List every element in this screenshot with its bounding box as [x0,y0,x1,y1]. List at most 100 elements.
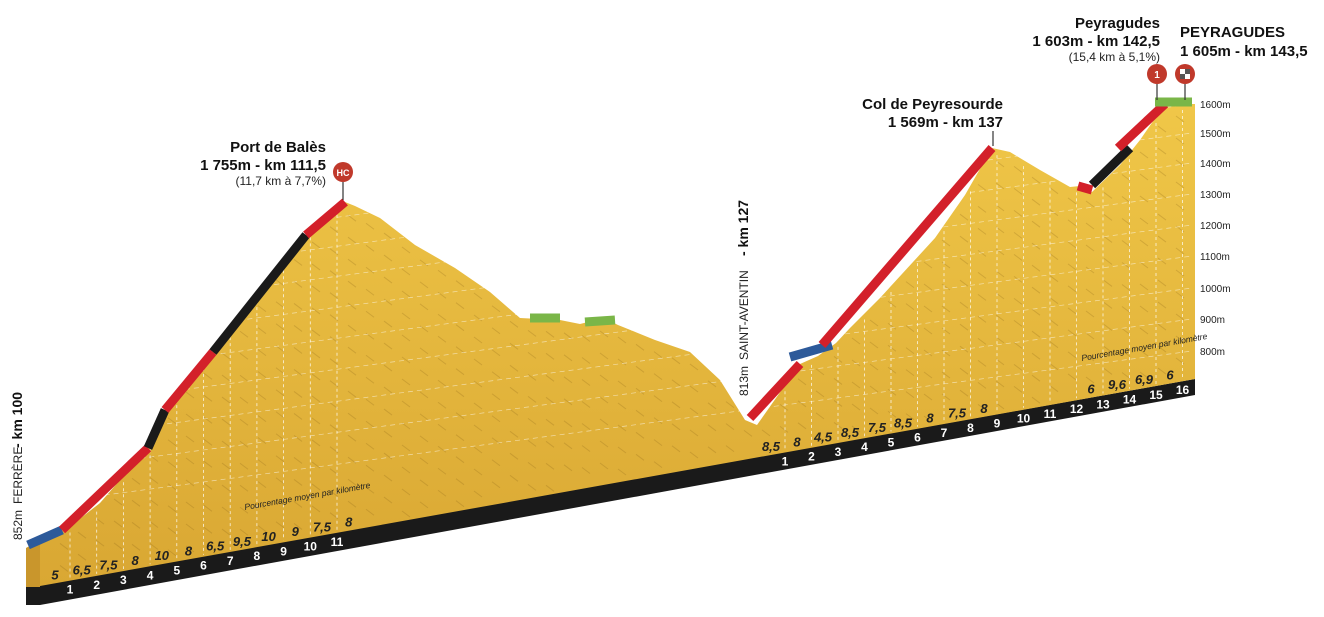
relief-mark [707,402,717,410]
relief-mark [545,418,555,426]
km-marker: 9 [994,416,1001,430]
relief-mark [203,372,213,380]
relief-mark [1157,125,1167,133]
relief-mark [401,510,411,518]
relief-mark [491,393,501,401]
relief-mark [1121,350,1131,357]
relief-mark [1085,244,1095,252]
relief-mark [185,391,195,399]
relief-mark [563,464,573,472]
relief-mark [293,325,303,332]
relief-mark [347,390,357,398]
gradient-percent: 6,5 [206,539,225,554]
relief-mark [275,279,285,287]
relief-mark [275,455,285,463]
relief-mark [527,395,537,403]
relief-mark [959,367,969,375]
relief-mark [437,313,447,321]
altitude-grid-line [59,162,1193,314]
km-marker: 4 [861,440,868,454]
gradient-percent: 5 [51,567,59,582]
relief-mark [77,553,87,561]
relief-mark [437,423,447,431]
climb-detail: (11,7 km à 7,7%) [236,174,326,188]
relief-mark [671,357,681,365]
relief-mark [995,182,1005,190]
relief-mark [1139,239,1149,247]
relief-mark [1121,328,1131,335]
relief-mark [707,446,717,454]
relief-mark [815,390,825,398]
relief-mark [977,315,987,323]
relief-mark [833,378,843,385]
relief-mark [347,236,357,244]
relief-mark [347,324,357,332]
relief-mark [941,283,951,291]
relief-mark [149,543,159,550]
relief-mark [851,337,861,345]
relief-mark [1139,151,1149,159]
relief-mark [635,431,645,439]
relief-mark [509,474,519,482]
relief-mark [293,391,303,398]
gradient-percent: 8 [131,553,139,568]
altitude-grid-line [59,350,1193,502]
gradient-percent: 8 [980,401,988,416]
relief-mark [689,407,699,415]
relief-mark [1067,307,1077,315]
relief-mark [455,280,465,288]
profile-front-face [26,540,40,587]
relief-mark [257,349,267,356]
relief-mark [401,334,411,342]
relief-mark [419,501,429,509]
relief-mark [671,445,681,453]
relief-mark [887,366,897,374]
relief-mark [455,302,465,310]
relief-mark [1121,240,1131,247]
relief-mark [689,363,699,371]
relief-mark [1031,220,1041,228]
relief-mark [167,549,177,557]
relief-mark [995,314,1005,322]
relief-mark [257,437,267,444]
relief-mark [977,227,987,235]
relief-mark [1067,285,1077,293]
relief-mark [599,440,609,448]
relief-mark [1031,198,1041,206]
relief-mark [185,501,195,509]
relief-mark [1031,176,1041,184]
relief-mark [905,303,915,311]
relief-mark [149,499,159,506]
relief-mark [1049,275,1059,283]
relief-mark [545,330,555,338]
gradient-percent: 8 [185,543,193,558]
relief-mark [779,425,789,433]
relief-mark [1013,165,1023,173]
relief-mark [599,330,609,338]
relief-mark [1049,209,1059,217]
relief-mark [167,461,177,469]
climb-stats: 1 603m - km 142,5 [1032,33,1160,50]
gradient-percent: 8 [793,434,801,449]
relief-mark [239,506,249,514]
relief-mark [383,496,393,504]
km-marker: 11 [331,535,344,549]
altitude-tick-label: 1000m [1200,284,1231,295]
relief-mark [401,246,411,254]
relief-mark [311,241,321,249]
relief-mark [311,461,321,469]
gradient-percent: 6,5 [73,563,92,578]
km-marker: 8 [967,421,974,435]
relief-mark [59,565,69,572]
relief-mark [347,434,357,442]
relief-mark [527,373,537,381]
relief-mark [563,398,573,406]
relief-mark [203,416,213,424]
relief-mark [455,412,465,420]
relief-mark [761,429,771,437]
relief-mark [1175,115,1185,123]
gradient-percent: 8 [345,515,353,530]
relief-mark [257,327,267,334]
relief-mark [437,401,447,409]
